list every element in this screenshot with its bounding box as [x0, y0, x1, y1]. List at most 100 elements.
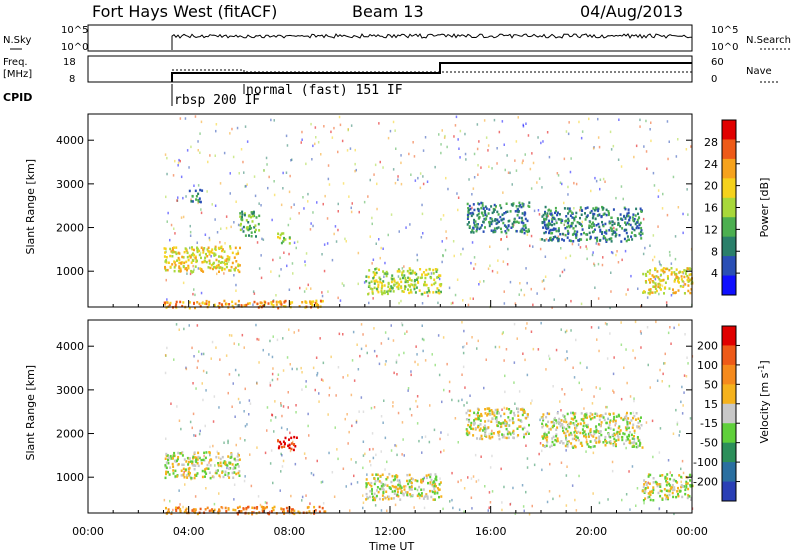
echo-cell — [475, 223, 478, 226]
echo-cell — [424, 276, 427, 280]
echo-cell — [542, 213, 545, 217]
echo-cell — [501, 436, 504, 439]
scatter-point — [556, 172, 559, 175]
echo-cell — [197, 199, 200, 202]
scatter-point — [394, 503, 397, 507]
scatter-point — [291, 367, 293, 371]
colorbar-tick-label: 200 — [697, 339, 718, 352]
echo-cell — [467, 423, 470, 427]
echo-cell — [231, 471, 234, 475]
echo-cell — [563, 418, 566, 422]
echo-cell — [502, 217, 505, 221]
echo-cell — [202, 251, 205, 254]
echo-cell — [578, 222, 581, 226]
echo-cell — [242, 507, 245, 510]
echo-cell — [251, 212, 254, 216]
echo-cell — [170, 250, 173, 253]
echo-cell — [167, 510, 170, 514]
echo-cell — [187, 470, 190, 474]
scatter-point — [465, 158, 467, 161]
echo-cell — [542, 419, 545, 422]
scatter-point — [176, 405, 178, 408]
echo-cell — [598, 225, 601, 229]
echo-cell — [174, 263, 177, 267]
scatter-point — [546, 131, 549, 134]
echo-cell — [559, 441, 562, 444]
echo-cell — [571, 233, 574, 236]
scatter-point — [491, 454, 493, 458]
scatter-point — [549, 462, 551, 466]
echo-cell — [524, 217, 527, 221]
echo-cell — [517, 434, 520, 437]
echo-cell — [615, 415, 618, 418]
echo-cell — [433, 278, 436, 281]
scatter-point — [268, 353, 270, 356]
scatter-point — [524, 358, 526, 362]
echo-cell — [594, 412, 597, 416]
echo-cell — [237, 471, 240, 475]
scatter-point — [274, 416, 277, 419]
scatter-point — [166, 346, 168, 350]
echo-cell — [183, 261, 186, 265]
echo-cell — [666, 477, 669, 480]
scatter-point — [682, 404, 684, 407]
echo-cell — [407, 284, 410, 287]
scatter-point — [360, 323, 363, 326]
echo-cell — [371, 291, 374, 294]
scatter-point — [362, 440, 365, 443]
echo-cell — [490, 432, 493, 436]
scatter-point — [256, 337, 258, 341]
echo-cell — [620, 240, 623, 243]
scatter-point — [542, 279, 545, 282]
scatter-point — [507, 247, 509, 251]
echo-cell — [476, 226, 479, 229]
echo-cell — [618, 425, 621, 428]
echo-cell — [572, 422, 575, 425]
echo-cell — [426, 495, 429, 498]
scatter-point — [354, 148, 356, 152]
scatter-point — [211, 340, 214, 344]
echo-cell — [547, 431, 550, 434]
echo-cell — [617, 221, 620, 225]
scatter-point — [618, 118, 620, 121]
echo-cell — [629, 412, 632, 415]
echo-cell — [581, 228, 584, 231]
echo-cell — [517, 407, 519, 411]
scatter-point — [586, 366, 588, 369]
scatter-point — [280, 452, 282, 456]
echo-cell — [383, 284, 386, 287]
echo-cell — [191, 258, 194, 262]
echo-cell — [553, 418, 556, 421]
echo-cell — [573, 434, 576, 437]
echo-cell — [542, 437, 545, 440]
echo-cell — [410, 283, 413, 286]
y-tick-label: 3000 — [56, 178, 84, 191]
echo-cell — [196, 259, 198, 263]
echo-cell — [557, 239, 560, 242]
echo-cell — [429, 473, 432, 476]
echo-cell — [208, 509, 211, 513]
echo-cell — [186, 269, 188, 272]
echo-cell — [238, 474, 241, 477]
echo-cell — [195, 458, 198, 461]
scatter-point — [512, 486, 514, 490]
echo-cell — [290, 447, 293, 451]
scatter-point — [633, 431, 636, 434]
scatter-point — [439, 477, 441, 480]
scatter-point — [350, 393, 353, 397]
scatter-point — [437, 301, 439, 305]
scatter-point — [276, 377, 279, 381]
scatter-point — [662, 372, 664, 376]
echo-cell — [279, 300, 282, 303]
echo-cell — [511, 225, 514, 228]
scatter-point — [646, 296, 649, 299]
echo-cell — [610, 237, 613, 240]
echo-cell — [513, 218, 516, 221]
scatter-point — [357, 251, 360, 255]
scatter-point — [667, 331, 670, 335]
echo-cell — [482, 220, 485, 224]
echo-cell — [541, 221, 544, 224]
echo-cell — [662, 278, 665, 282]
echo-cell — [652, 281, 655, 284]
echo-cell — [209, 464, 212, 467]
